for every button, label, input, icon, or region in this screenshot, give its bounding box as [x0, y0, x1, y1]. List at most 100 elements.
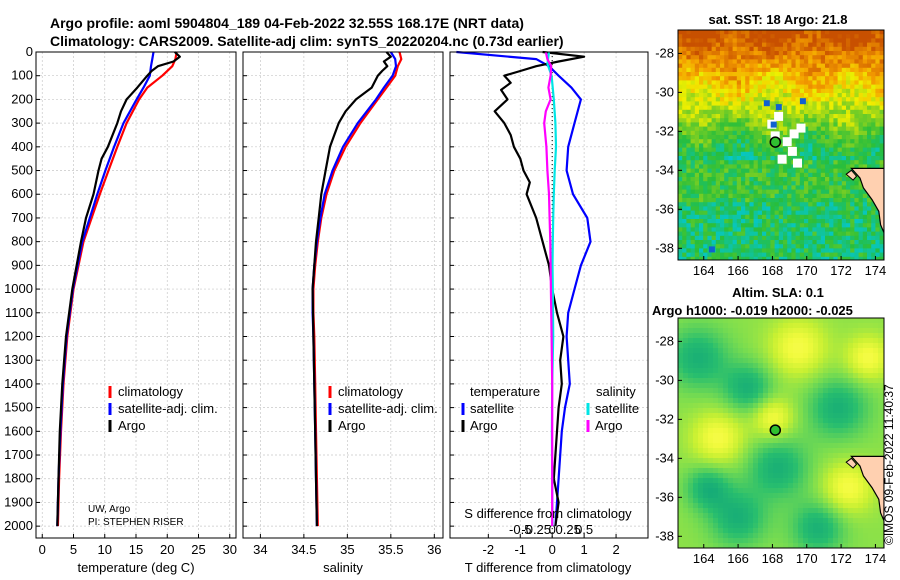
sst-cell — [791, 156, 796, 161]
sst-cell — [707, 185, 712, 190]
sst-cell — [804, 101, 809, 106]
sst-cell — [846, 193, 851, 199]
sla-cell — [848, 528, 854, 534]
sst-cell — [736, 30, 742, 35]
sst-cell — [745, 156, 750, 161]
sla-cell — [863, 513, 869, 519]
sla-cell — [698, 473, 704, 479]
sst-cell — [871, 252, 876, 258]
sst-cell — [694, 30, 700, 35]
sst-cell — [871, 151, 876, 157]
sla-cell — [698, 513, 704, 519]
sla-cell — [688, 448, 694, 454]
sst-cell — [846, 151, 851, 157]
sst-cell — [741, 59, 746, 64]
sst-cell — [850, 101, 855, 106]
sst-cell — [875, 143, 880, 148]
sst-cell — [833, 30, 838, 35]
sst-cell — [862, 214, 868, 220]
sla-cell — [708, 453, 714, 459]
sla-cell — [838, 373, 844, 379]
sst-cell — [699, 198, 704, 203]
sla-cell — [873, 393, 879, 399]
sst-cell — [799, 55, 805, 60]
sla-cell — [713, 353, 719, 359]
sla-cell — [793, 498, 799, 504]
sst-cell — [762, 63, 767, 69]
sst-cell — [774, 156, 780, 161]
sst-cell — [837, 135, 843, 140]
sla-cell — [688, 523, 694, 529]
sst-cell — [858, 240, 864, 245]
sla-cell — [818, 338, 824, 344]
sst-cell — [720, 185, 725, 190]
sst-cell — [808, 231, 813, 237]
sst-cell — [867, 30, 872, 35]
sst-cell — [757, 160, 763, 165]
sst-cell — [741, 109, 746, 115]
sst-cell — [774, 189, 780, 195]
sst-cell — [715, 88, 721, 94]
sla-cell — [818, 428, 824, 434]
sst-cell — [846, 177, 851, 182]
sst-cell — [812, 93, 817, 98]
sla-cell — [858, 528, 864, 534]
sla-cell — [733, 513, 739, 519]
sla-cell — [738, 318, 744, 324]
sla-cell — [823, 538, 829, 544]
sst-cell — [707, 231, 712, 237]
sla-cell — [678, 543, 684, 548]
sst-cell — [850, 240, 855, 245]
sst-cell — [879, 55, 884, 60]
sst-cell — [791, 193, 796, 199]
sst-cell — [732, 210, 738, 216]
sla-cell — [728, 483, 734, 489]
sla-cell — [858, 333, 864, 339]
sst-cell — [762, 172, 767, 178]
sst-cell — [703, 80, 708, 85]
sla-cell — [678, 393, 684, 399]
sla-cell — [723, 458, 729, 464]
sst-cell — [787, 168, 792, 174]
sst-cell — [707, 130, 712, 136]
sst-cell — [820, 252, 826, 258]
sla-cell — [758, 318, 764, 324]
sla-cell — [863, 323, 869, 329]
sst-cell — [846, 55, 851, 60]
sst-cell — [783, 51, 788, 56]
sst-cell — [732, 248, 738, 253]
sst-cell — [724, 97, 729, 102]
sla-cell — [703, 403, 709, 409]
sst-cell — [728, 97, 733, 102]
sla-cell — [763, 458, 769, 464]
sla-cell — [708, 473, 714, 479]
sst-cell — [791, 30, 796, 35]
sst-cell — [707, 172, 712, 178]
sla-cell — [798, 358, 804, 364]
sst-cell — [732, 42, 738, 48]
sla-cell — [853, 493, 859, 499]
sla-cell — [748, 358, 754, 364]
sla-cell — [678, 443, 684, 449]
sst-cell — [707, 193, 712, 199]
sst-cell — [774, 244, 780, 249]
legend-title-temperature: temperature — [470, 384, 540, 399]
sst-cell — [745, 227, 750, 232]
sst-cell — [812, 219, 817, 224]
sla-cell — [863, 353, 869, 359]
sst-cell — [720, 151, 725, 157]
s-tick-label: -0.25 — [521, 522, 551, 537]
sla-cell — [813, 438, 819, 444]
sla-cell — [753, 393, 759, 399]
sst-cell — [825, 248, 830, 253]
sla-cell — [878, 403, 884, 409]
sst-cell — [715, 42, 721, 48]
sla-cell — [823, 443, 829, 449]
sst-cell — [753, 185, 759, 190]
sla-cell — [708, 468, 714, 474]
sst-cell — [854, 80, 859, 85]
sst-cell — [703, 189, 708, 195]
sla-cell — [833, 333, 839, 339]
sst-cell — [699, 67, 704, 73]
sst-cell — [854, 72, 859, 77]
